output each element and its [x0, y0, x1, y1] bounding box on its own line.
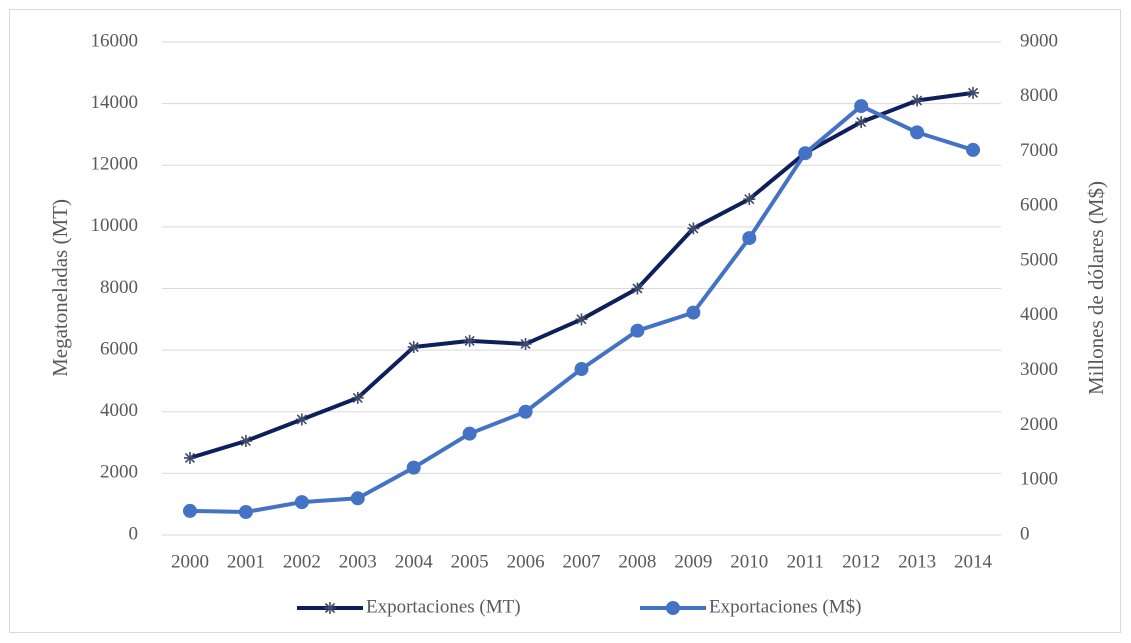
y-tick-label: 4000: [100, 400, 138, 421]
y-axis-title: Megatoneladas (MT): [48, 199, 72, 377]
y2-tick-label: 4000: [1020, 304, 1058, 325]
x-tick-label: 2004: [395, 551, 434, 572]
data-point: [854, 99, 869, 114]
y2-tick-label: 9000: [1020, 30, 1058, 51]
y2-tick-label: 7000: [1020, 140, 1058, 161]
data-point: [182, 503, 197, 518]
x-tick-label: 2006: [507, 551, 545, 572]
legend-marker: [324, 602, 336, 614]
data-point: [295, 413, 308, 426]
y-tick-label: 0: [129, 523, 139, 544]
y2-tick-label: 3000: [1020, 359, 1058, 380]
y2-tick-label: 0: [1020, 523, 1030, 544]
y-tick-label: 12000: [91, 154, 139, 175]
y2-tick-label: 1000: [1020, 469, 1058, 490]
data-point: [910, 125, 925, 140]
data-point: [462, 426, 477, 441]
x-tick-label: 2003: [339, 551, 377, 572]
data-point: [519, 337, 532, 350]
x-tick-label: 2011: [787, 551, 824, 572]
data-point: [518, 404, 533, 419]
y2-tick-label: 8000: [1020, 85, 1058, 106]
legend-label: Exportaciones (M$): [709, 596, 861, 617]
data-point: [575, 313, 588, 326]
data-point: [966, 142, 981, 157]
data-point: [967, 86, 980, 99]
legend-label: Exportaciones (MT): [366, 596, 521, 617]
data-point: [351, 391, 364, 404]
data-point: [407, 341, 420, 354]
data-point: [686, 305, 701, 320]
data-point: [183, 451, 196, 464]
data-point: [630, 323, 645, 338]
x-tick-label: 2000: [171, 551, 209, 572]
data-point: [742, 231, 757, 246]
y2-tick-label: 2000: [1020, 414, 1058, 435]
y-tick-label: 10000: [91, 215, 139, 236]
y2-tick-label: 5000: [1020, 249, 1058, 270]
chart-border: [9, 9, 1121, 633]
y-tick-label: 8000: [100, 277, 138, 298]
x-tick-label: 2013: [898, 551, 936, 572]
data-point: [350, 491, 365, 506]
x-tick-label: 2008: [618, 551, 656, 572]
data-point: [239, 435, 252, 448]
data-point: [406, 460, 421, 475]
y-tick-label: 16000: [91, 30, 139, 51]
x-tick-label: 2005: [451, 551, 489, 572]
data-point: [855, 116, 868, 129]
data-point: [574, 362, 589, 377]
data-point: [463, 334, 476, 347]
data-point: [294, 495, 309, 510]
data-point: [743, 193, 756, 206]
x-tick-label: 2010: [730, 551, 768, 572]
x-tick-label: 2002: [283, 551, 321, 572]
legend-marker: [666, 601, 680, 615]
data-point: [238, 504, 253, 519]
x-tick-label: 2001: [227, 551, 265, 572]
data-point: [911, 94, 924, 107]
y2-axis-title: Millones de dólares (M$): [1084, 181, 1108, 395]
y-tick-label: 6000: [100, 338, 138, 359]
y-tick-label: 14000: [91, 92, 139, 113]
x-tick-label: 2014: [954, 551, 993, 572]
y-tick-label: 2000: [100, 462, 138, 483]
data-point: [687, 222, 700, 235]
data-point: [798, 146, 813, 161]
x-tick-label: 2012: [842, 551, 880, 572]
data-point: [631, 282, 644, 295]
x-tick-label: 2009: [674, 551, 712, 572]
y2-tick-label: 6000: [1020, 195, 1058, 216]
x-tick-label: 2007: [563, 551, 601, 572]
